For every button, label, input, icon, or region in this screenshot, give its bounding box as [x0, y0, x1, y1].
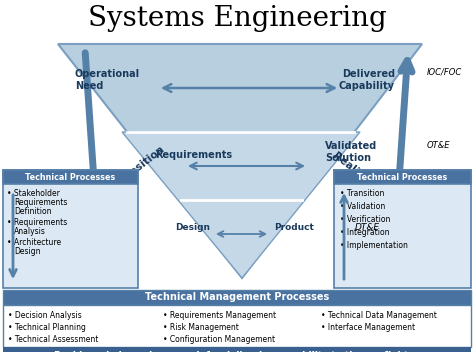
Text: • Technical Assessment: • Technical Assessment	[8, 335, 99, 344]
Text: • Transition: • Transition	[340, 189, 384, 198]
Text: Validated
Solution: Validated Solution	[325, 141, 377, 163]
Text: • Interface Management: • Interface Management	[321, 323, 415, 332]
Text: Operational
Need: Operational Need	[75, 69, 140, 91]
Text: • Implementation: • Implementation	[340, 241, 408, 250]
FancyBboxPatch shape	[3, 290, 471, 305]
FancyBboxPatch shape	[3, 305, 471, 347]
Text: DT&E: DT&E	[355, 224, 380, 233]
Text: • Requirements: • Requirements	[7, 218, 67, 227]
Polygon shape	[58, 44, 422, 278]
FancyBboxPatch shape	[334, 170, 471, 184]
Text: • Requirements Management: • Requirements Management	[163, 311, 276, 320]
Polygon shape	[122, 132, 360, 278]
Text: Requirements: Requirements	[155, 150, 232, 160]
Text: Requirements: Requirements	[14, 198, 67, 207]
FancyBboxPatch shape	[334, 170, 471, 288]
Text: • Decision Analysis: • Decision Analysis	[8, 311, 82, 320]
Text: Technical Processes: Technical Processes	[26, 172, 116, 182]
FancyBboxPatch shape	[3, 347, 471, 352]
Text: Technical Management Processes: Technical Management Processes	[145, 293, 329, 302]
Text: Decomposition: Decomposition	[91, 144, 165, 206]
Text: IOC/FOC: IOC/FOC	[427, 68, 462, 76]
Text: • Integration: • Integration	[340, 228, 390, 237]
Text: Analysis: Analysis	[14, 227, 46, 236]
Text: Design: Design	[175, 224, 210, 233]
Text: Enables a balanced approach for delivering capability to the warfighter: Enables a balanced approach for deliveri…	[55, 351, 419, 352]
Text: • Verification: • Verification	[340, 215, 391, 224]
Text: • Architecture: • Architecture	[7, 238, 61, 247]
Text: Technical Processes: Technical Processes	[357, 172, 447, 182]
Text: Delivered
Capability: Delivered Capability	[339, 69, 395, 91]
FancyBboxPatch shape	[3, 170, 138, 288]
Text: Design: Design	[14, 247, 40, 256]
Text: Realization: Realization	[331, 151, 389, 199]
Text: OT&E: OT&E	[427, 140, 450, 150]
Text: • Configuration Management: • Configuration Management	[163, 335, 275, 344]
FancyBboxPatch shape	[3, 170, 138, 184]
Text: Systems Engineering: Systems Engineering	[88, 5, 386, 31]
Text: • Validation: • Validation	[340, 202, 385, 211]
Text: • Stakeholder: • Stakeholder	[7, 189, 60, 198]
Text: Definition: Definition	[14, 207, 52, 216]
Text: Product: Product	[274, 224, 314, 233]
Text: • Risk Management: • Risk Management	[163, 323, 239, 332]
Text: • Technical Data Management: • Technical Data Management	[321, 311, 437, 320]
Text: • Technical Planning: • Technical Planning	[8, 323, 86, 332]
